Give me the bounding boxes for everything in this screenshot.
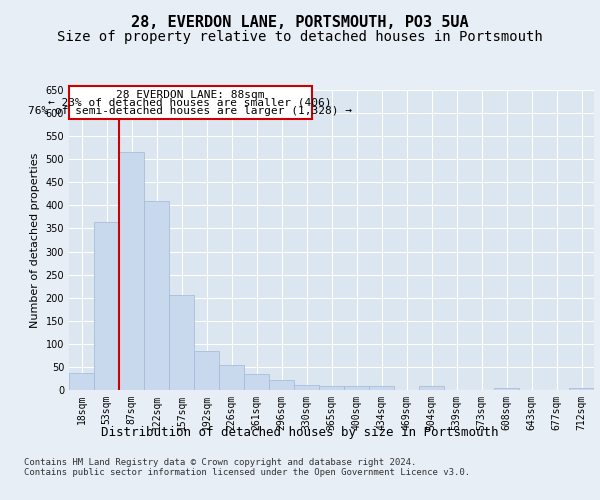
Text: Distribution of detached houses by size in Portsmouth: Distribution of detached houses by size … [101, 426, 499, 439]
Bar [69, 373, 94, 390]
Bar [419, 386, 444, 390]
Text: ← 23% of detached houses are smaller (406): ← 23% of detached houses are smaller (40… [49, 98, 332, 108]
Bar [94, 222, 119, 390]
Text: 28, EVERDON LANE, PORTSMOUTH, PO3 5UA: 28, EVERDON LANE, PORTSMOUTH, PO3 5UA [131, 15, 469, 30]
Bar [244, 374, 269, 390]
Bar [494, 388, 519, 390]
Text: 28 EVERDON LANE: 88sqm: 28 EVERDON LANE: 88sqm [116, 90, 265, 100]
Bar [219, 364, 244, 390]
Bar [319, 386, 344, 390]
Bar [369, 386, 394, 390]
Bar [344, 386, 369, 390]
Bar [294, 385, 319, 390]
Bar [144, 201, 169, 390]
Y-axis label: Number of detached properties: Number of detached properties [30, 152, 40, 328]
Text: Contains HM Land Registry data © Crown copyright and database right 2024.
Contai: Contains HM Land Registry data © Crown c… [24, 458, 470, 477]
Text: 76% of semi-detached houses are larger (1,328) →: 76% of semi-detached houses are larger (… [28, 106, 352, 116]
FancyBboxPatch shape [69, 86, 311, 119]
Bar [269, 380, 294, 390]
Bar [119, 152, 144, 390]
Bar [169, 296, 194, 390]
Text: Size of property relative to detached houses in Portsmouth: Size of property relative to detached ho… [57, 30, 543, 44]
Bar [569, 388, 594, 390]
Bar [194, 351, 219, 390]
